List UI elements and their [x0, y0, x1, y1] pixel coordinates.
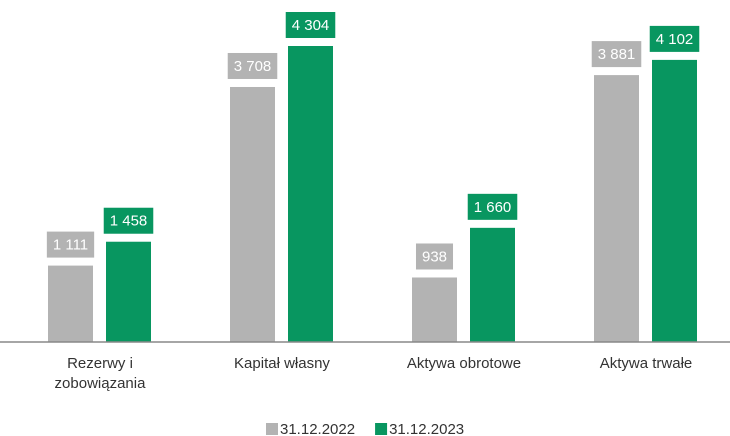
- value-label-box: [649, 25, 700, 52]
- value-label: 3 881: [598, 46, 636, 63]
- bar: [106, 241, 151, 342]
- bar: [412, 277, 457, 342]
- value-label: 938: [422, 248, 447, 265]
- bar: [288, 46, 333, 342]
- value-label: 1 660: [474, 199, 512, 216]
- value-label-box: [46, 231, 95, 258]
- legend-label: 31.12.2022: [280, 421, 355, 436]
- value-label-box: [227, 52, 278, 79]
- bar: [48, 265, 93, 342]
- bar: [652, 59, 697, 343]
- value-label: 4 102: [656, 31, 694, 48]
- value-label: 4 304: [292, 17, 330, 34]
- category-label: Kapitał własny: [234, 355, 330, 372]
- legend-swatch: [266, 423, 278, 435]
- category-label: Rezerwy i zobowiązania: [54, 355, 146, 392]
- value-label-box: [591, 41, 642, 68]
- category-label: Aktywa trwałe: [599, 355, 693, 372]
- value-label-box: [285, 12, 336, 38]
- value-label: 1 111: [53, 237, 88, 254]
- value-label: 3 708: [234, 58, 272, 75]
- value-label-box: [103, 207, 154, 234]
- legend-swatch: [375, 423, 388, 435]
- bar: [594, 75, 639, 343]
- value-label-box: [415, 243, 454, 270]
- value-label: 1 458: [110, 213, 148, 230]
- category-label: Aktywa obrotowe: [406, 355, 522, 372]
- legend-label: 31.12.2023: [389, 421, 464, 436]
- bar: [230, 86, 275, 342]
- bar: [470, 227, 515, 342]
- value-label-box: [467, 193, 518, 220]
